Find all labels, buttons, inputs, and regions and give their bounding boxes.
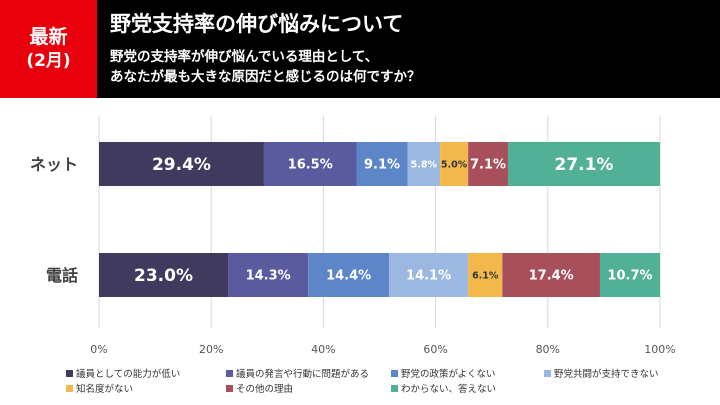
- badge-line2: (2月): [26, 51, 71, 71]
- legend-item: 議員の発言や行動に問題がある: [226, 366, 369, 380]
- legend-swatch: [66, 369, 73, 377]
- data-label: 17.4%: [529, 269, 574, 284]
- header-bar: 最新 (2月) 野党支持率の伸び悩みについて 野党の支持率が伸び悩んでいる理由と…: [0, 0, 720, 98]
- data-label: 9.1%: [364, 158, 400, 173]
- bar-segment: [228, 253, 309, 297]
- legend-label: その他の理由: [236, 384, 294, 395]
- legend-label: 野党の政策がよくない: [401, 369, 496, 380]
- legend-swatch: [391, 369, 398, 377]
- data-label: 27.1%: [554, 155, 613, 175]
- legend-label: 議員の発言や行動に問題がある: [236, 369, 370, 380]
- bar-segment: [99, 253, 229, 297]
- legend-label: 野党共闘が支持できない: [554, 369, 659, 380]
- bar-segment: [263, 142, 357, 186]
- category-label: ネット: [30, 155, 78, 174]
- data-label: 14.3%: [246, 269, 291, 284]
- bar-segment: [356, 142, 408, 186]
- legend-item: 野党の政策がよくない: [391, 366, 496, 380]
- legend-label: 知名度がない: [76, 384, 134, 395]
- x-tick-label: 20%: [199, 343, 223, 356]
- legend-swatch: [66, 384, 73, 392]
- data-label: 16.5%: [288, 158, 333, 173]
- question-line2: あなたが最も大きな原因だと感じるのは何ですか？: [110, 69, 421, 85]
- data-label: 29.4%: [152, 155, 211, 175]
- data-label: 10.7%: [607, 269, 652, 284]
- legend-swatch: [544, 369, 551, 377]
- bar-segment: [407, 142, 441, 186]
- category-label: 電話: [46, 266, 78, 285]
- legend-item: 議員としての能力が低い: [66, 366, 180, 380]
- bar-segment: [468, 253, 503, 297]
- x-tick-label: 100%: [644, 343, 675, 356]
- bar-segment: [599, 253, 660, 297]
- legend-item: その他の理由: [226, 381, 293, 395]
- bar-segment: [308, 253, 390, 297]
- question-line1: 野党の支持率が伸び悩んでいる理由として、: [110, 49, 379, 65]
- latest-badge: 最新 (2月): [0, 0, 97, 98]
- legend-swatch: [226, 369, 233, 377]
- page-title: 野党支持率の伸び悩みについて: [110, 12, 404, 36]
- legend-item: 知名度がない: [66, 381, 133, 395]
- bar-segment: [389, 253, 469, 297]
- legend-swatch: [391, 384, 398, 392]
- x-tick-label: 60%: [423, 343, 447, 356]
- bar-segment: [440, 142, 469, 186]
- x-tick-label: 0%: [90, 343, 107, 356]
- data-label: 14.1%: [406, 269, 451, 284]
- bar-segment: [468, 142, 508, 186]
- legend-swatch: [226, 384, 233, 392]
- x-tick-label: 40%: [311, 343, 335, 356]
- x-tick-label: 80%: [536, 343, 560, 356]
- badge-line1: 最新: [29, 26, 68, 48]
- bar-segment: [502, 253, 600, 297]
- bar-segment: [99, 142, 264, 186]
- data-label: 5.8%: [411, 159, 438, 170]
- legend-item: わからない、答えない: [391, 381, 496, 395]
- data-label: 14.4%: [326, 269, 371, 284]
- data-label: 23.0%: [134, 266, 193, 286]
- data-label: 7.1%: [470, 158, 506, 173]
- data-label: 6.1%: [472, 270, 499, 281]
- legend-label: 議員としての能力が低い: [76, 369, 181, 380]
- data-label: 5.0%: [441, 159, 468, 170]
- legend-item: 野党共闘が支持できない: [544, 366, 659, 380]
- legend-label: わからない、答えない: [401, 384, 497, 395]
- bar-segment: [507, 142, 660, 186]
